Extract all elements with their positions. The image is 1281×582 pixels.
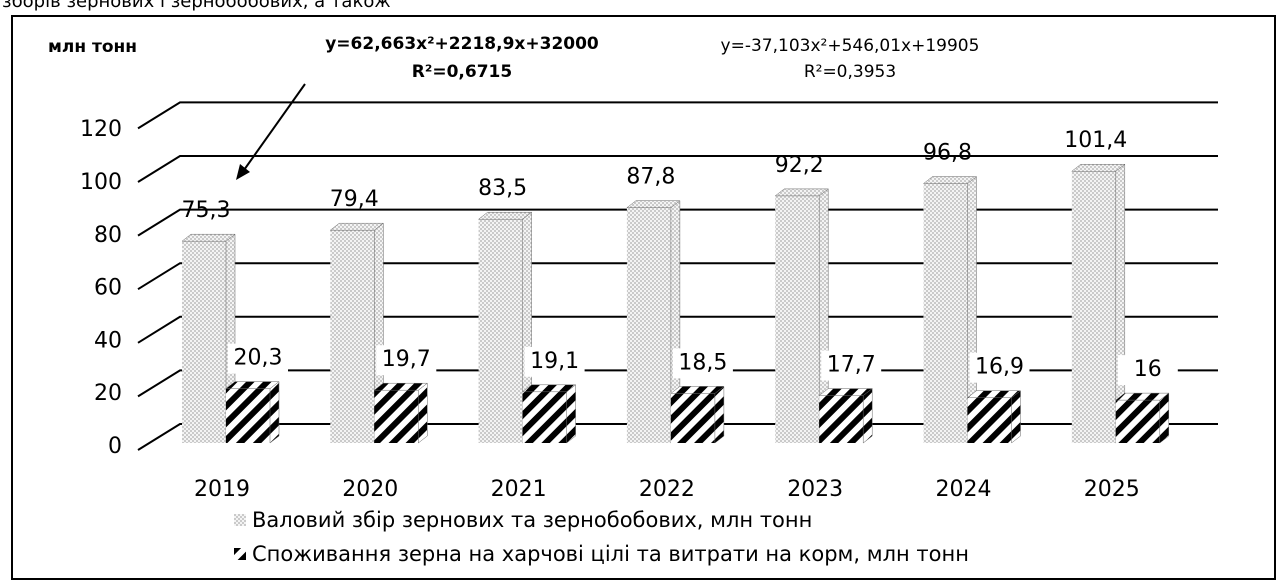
bar-top bbox=[477, 211, 533, 220]
x-tick-label: 2021 bbox=[491, 477, 547, 502]
data-label: 19,7 bbox=[382, 347, 431, 372]
bar-top bbox=[626, 200, 681, 208]
bar-top bbox=[181, 233, 236, 242]
grid-line bbox=[137, 262, 1218, 291]
arrow-head bbox=[236, 164, 250, 180]
x-tick-label: 2019 bbox=[194, 477, 250, 502]
bar-side bbox=[269, 381, 280, 444]
data-label: 20,3 bbox=[234, 346, 283, 371]
grid-line bbox=[137, 315, 1218, 344]
data-label: 96,8 bbox=[923, 141, 972, 166]
bar-top bbox=[373, 382, 429, 391]
bar bbox=[225, 381, 280, 444]
bar-front bbox=[522, 391, 567, 443]
data-label: 87,8 bbox=[626, 165, 675, 190]
bar bbox=[477, 211, 533, 444]
label-bg bbox=[228, 343, 288, 374]
bar bbox=[818, 388, 873, 444]
bar-front bbox=[626, 207, 671, 443]
bar bbox=[521, 384, 577, 444]
bar bbox=[626, 200, 681, 444]
label-bg bbox=[672, 348, 733, 379]
annotation: R²=0,3953 bbox=[804, 62, 896, 82]
bar-front bbox=[775, 195, 820, 443]
grid-line bbox=[137, 101, 1218, 130]
label-bg bbox=[376, 345, 437, 376]
label-bg bbox=[969, 352, 1030, 383]
header-text: зборів зернових і зернобобових, а також bbox=[2, 0, 391, 12]
data-label: 101,4 bbox=[1064, 128, 1127, 153]
label-bg bbox=[1117, 355, 1178, 386]
bar bbox=[670, 385, 725, 444]
bar-front bbox=[1071, 171, 1116, 444]
bar-front bbox=[182, 241, 226, 443]
bar-top bbox=[329, 222, 385, 231]
x-tick-label: 2020 bbox=[342, 477, 398, 502]
grid-line bbox=[137, 155, 1218, 183]
bar bbox=[966, 390, 1022, 444]
bar-front bbox=[1115, 400, 1160, 443]
data-label: 16 bbox=[1134, 357, 1162, 382]
y-tick-label: 120 bbox=[80, 117, 122, 142]
x-tick-label: 2022 bbox=[639, 477, 695, 502]
bar-side bbox=[1011, 390, 1021, 444]
bar-top bbox=[818, 388, 873, 396]
y-tick-label: 0 bbox=[108, 434, 122, 459]
data-label: 16,9 bbox=[975, 355, 1024, 380]
data-label: 19,1 bbox=[530, 349, 579, 374]
bar bbox=[1071, 163, 1126, 444]
bar-top bbox=[922, 176, 978, 184]
bar-top bbox=[1071, 163, 1126, 172]
data-label: 83,5 bbox=[478, 176, 527, 201]
bar-front bbox=[670, 393, 715, 443]
y-tick-label: 60 bbox=[94, 276, 122, 301]
y-unit: млн тонн bbox=[48, 37, 137, 57]
bar-top bbox=[966, 390, 1022, 398]
grid-line bbox=[137, 208, 1218, 237]
bar bbox=[373, 382, 429, 444]
bar-front bbox=[923, 183, 968, 444]
bar-top bbox=[670, 386, 725, 394]
x-tick-label: 2024 bbox=[936, 477, 992, 502]
data-label: 79,4 bbox=[330, 187, 379, 212]
bar-top bbox=[225, 381, 280, 389]
x-tick-label: 2023 bbox=[787, 477, 843, 502]
bar bbox=[1115, 392, 1170, 444]
y-tick-label: 40 bbox=[94, 328, 122, 353]
bar-side bbox=[566, 384, 576, 444]
y-tick-label: 100 bbox=[80, 170, 122, 195]
x-tick-label: 2025 bbox=[1084, 477, 1140, 502]
annotation: R²=0,6715 bbox=[412, 62, 512, 82]
data-label: 18,5 bbox=[678, 350, 727, 375]
legend-swatch bbox=[234, 514, 246, 526]
y-tick-label: 80 bbox=[94, 223, 122, 248]
legend-label: Споживання зерна на харчові цілі та витр… bbox=[252, 542, 969, 566]
bar-side bbox=[714, 385, 725, 444]
bar-top bbox=[521, 384, 577, 393]
bar-side bbox=[862, 388, 873, 444]
label-bg bbox=[821, 350, 882, 381]
bar-front bbox=[967, 397, 1012, 443]
legend-label: Валовий збір зернових та зернобобових, м… bbox=[252, 508, 812, 532]
bar-front bbox=[374, 390, 419, 443]
y-tick-label: 20 bbox=[94, 381, 122, 406]
bar-front bbox=[226, 388, 270, 443]
data-label: 75,3 bbox=[182, 198, 231, 223]
bar-front bbox=[330, 230, 375, 443]
data-label: 17,7 bbox=[827, 353, 876, 378]
bar-side bbox=[1159, 392, 1170, 444]
bar-top bbox=[774, 188, 829, 197]
data-label: 92,2 bbox=[775, 153, 824, 178]
bar-side bbox=[418, 382, 428, 444]
legend-swatch bbox=[234, 548, 246, 560]
annotation: y=-37,103x²+546,01x+19905 bbox=[721, 36, 980, 56]
bar-front bbox=[819, 395, 864, 443]
bar bbox=[774, 188, 829, 444]
annotation: y=62,663x²+2218,9x+32000 bbox=[325, 34, 599, 54]
bar-top bbox=[1115, 392, 1170, 401]
label-bg bbox=[524, 346, 585, 377]
bar-front bbox=[478, 219, 523, 443]
